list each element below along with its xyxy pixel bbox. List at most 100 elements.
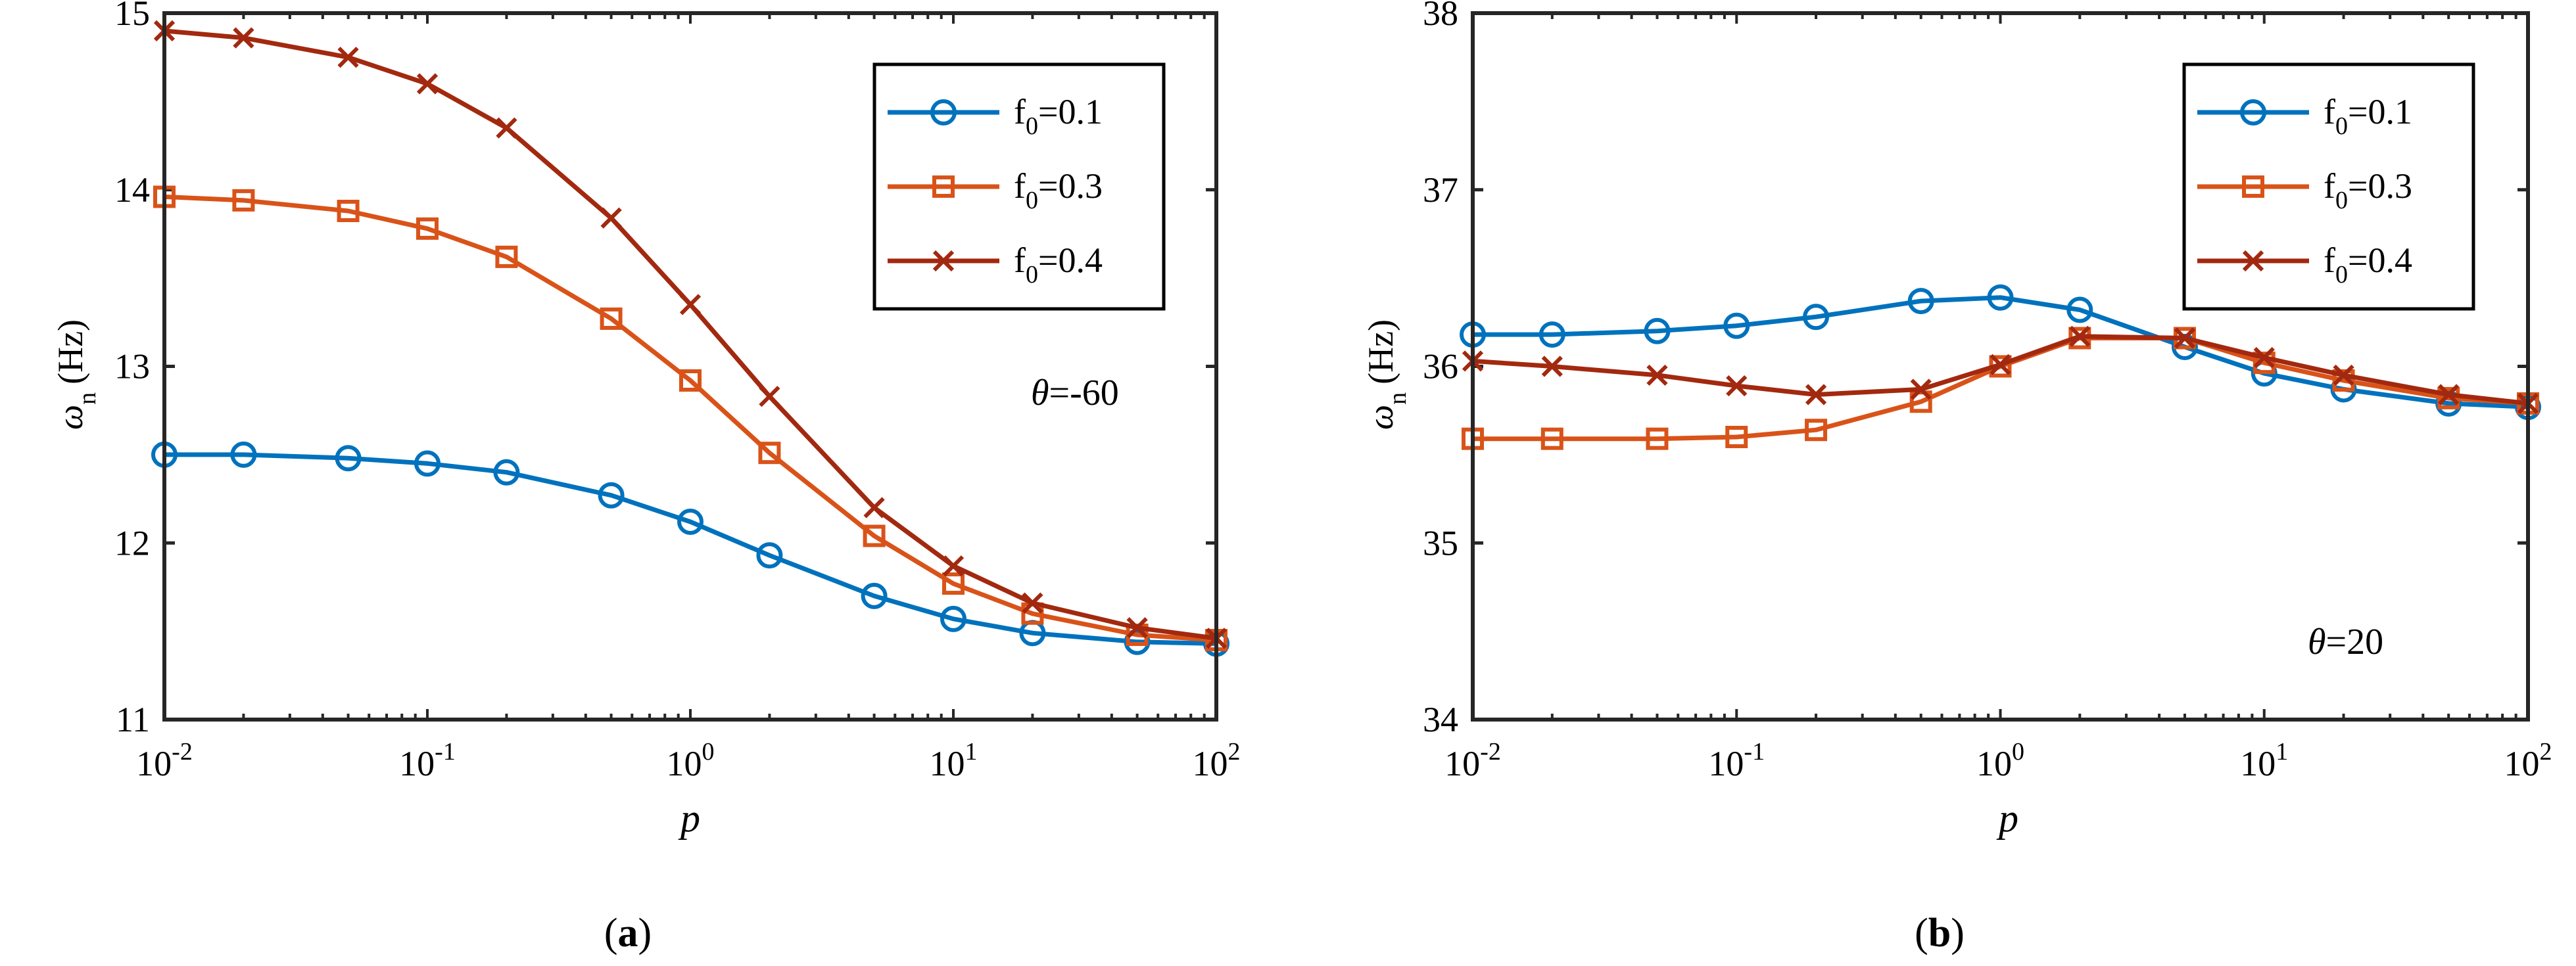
data-point-f0=0.4	[1990, 354, 2011, 375]
data-point-f0=0.4	[679, 294, 702, 315]
x-tick-label: 101	[2240, 738, 2288, 783]
data-point-f0=0.1	[1538, 321, 1565, 348]
data-point-f0=0.3	[1646, 427, 1669, 450]
x-tick-label: 10-1	[1708, 738, 1765, 783]
y-tick-label: 34	[1423, 700, 1458, 739]
plot-frame	[162, 11, 1218, 722]
x-axis-label: p	[1996, 796, 2018, 840]
x-tick-label: 102	[2504, 738, 2552, 783]
data-point-f0=0.4	[863, 497, 885, 518]
data-point-f0=0.4	[1910, 379, 1932, 400]
panel-caption-b: (b)	[1915, 911, 1965, 955]
data-point-f0=0.1	[756, 542, 783, 569]
data-point-f0=0.3	[2332, 369, 2355, 392]
y-tick-label: 14	[114, 170, 150, 210]
data-point-f0=0.4	[1726, 375, 1748, 397]
data-point-f0=0.1	[598, 482, 625, 509]
data-point-f0=0.1	[335, 445, 362, 472]
legend-marker-f0=0.3	[2242, 175, 2264, 198]
data-point-f0=0.3	[495, 245, 518, 268]
legend: f0=0.1 f0=0.3 f0=0.4	[872, 62, 1166, 311]
data-point-f0=0.1	[1644, 317, 1671, 344]
data-point-f0=0.3	[337, 200, 360, 222]
y-tick-label: 12	[114, 523, 150, 563]
legend-marker-f0=0.4	[932, 250, 955, 272]
legend-marker-f0=0.1	[930, 99, 957, 126]
legend-label-f0-0.4: f0=0.4	[2324, 241, 2412, 288]
data-point-f0=0.1	[230, 441, 257, 468]
y-tick-labels: 11 12 13 14 15	[114, 0, 150, 739]
panel-caption-a: (a)	[604, 911, 652, 955]
y-tick-label: 13	[114, 347, 150, 386]
series-layer	[1460, 284, 2541, 450]
data-point-f0=0.3	[416, 217, 439, 240]
legend-label-f0-0.1: f0=0.1	[1014, 92, 1103, 140]
x-tick-label: 100	[667, 738, 715, 783]
data-point-f0=0.1	[677, 509, 704, 535]
legend-label-f0-0.1: f0=0.1	[2324, 92, 2412, 140]
y-tick-label: 35	[1423, 523, 1458, 563]
legend-label-f0-0.3: f0=0.3	[1014, 166, 1103, 214]
x-tick-label: 10-1	[399, 738, 456, 783]
y-axis-label: ωn(Hz)	[51, 319, 101, 430]
data-point-f0=0.4	[2333, 364, 2354, 386]
data-point-f0=0.1	[1907, 288, 1934, 315]
data-point-f0=0.1	[493, 459, 520, 486]
legend-label-f0-0.4: f0=0.4	[1014, 241, 1103, 288]
data-point-f0=0.3	[2253, 352, 2276, 375]
data-point-f0=0.3	[600, 307, 623, 330]
x-tick-label: 101	[930, 738, 978, 783]
series-line-f0=0.1	[164, 452, 1217, 646]
legend: f0=0.1 f0=0.3 f0=0.4	[2182, 62, 2475, 311]
data-point-f0=0.3	[1909, 390, 1932, 413]
y-tick-label: 11	[116, 700, 150, 739]
y-axis-label: ωn(Hz)	[1361, 319, 1412, 430]
x-tick-label: 10-2	[1444, 738, 1501, 783]
data-point-f0=0.1	[940, 605, 966, 632]
data-point-f0=0.4	[233, 27, 254, 49]
legend-marks	[2197, 99, 2309, 272]
series-layer	[151, 20, 1229, 657]
legend-label-f0-0.3: f0=0.3	[2324, 166, 2412, 214]
legend-marker-f0=0.4	[2242, 250, 2264, 272]
y-tick-label: 37	[1423, 170, 1458, 210]
data-point-f0=0.4	[2253, 346, 2275, 369]
data-point-f0=0.4	[942, 555, 965, 577]
data-point-f0=0.1	[414, 450, 441, 477]
data-point-f0=0.4	[600, 207, 622, 229]
x-axis-label: p	[678, 796, 700, 840]
data-point-f0=0.1	[1987, 284, 2014, 311]
x-tick-label: 10-2	[136, 738, 193, 783]
data-point-f0=0.1	[2066, 296, 2093, 323]
panel-b: ωn(Hz) 34 35 36 37 38 10-2 10-1 100 101 …	[1361, 0, 2552, 955]
data-point-f0=0.3	[2437, 386, 2460, 409]
data-point-f0=0.1	[1723, 312, 1750, 339]
data-point-f0=0.4	[2069, 325, 2091, 347]
y-tick-label: 38	[1423, 0, 1458, 33]
data-point-f0=0.4	[2174, 327, 2196, 349]
data-point-f0=0.4	[1126, 617, 1148, 639]
legend-marks	[888, 99, 999, 272]
y-tick-labels: 34 35 36 37 38	[1423, 0, 1458, 739]
data-point-f0=0.3	[679, 369, 702, 392]
data-point-f0=0.3	[1805, 419, 1828, 442]
data-point-f0=0.3	[758, 442, 781, 465]
data-point-f0=0.4	[1541, 356, 1563, 377]
theta-annotation: θ=-60	[1031, 373, 1119, 413]
data-point-f0=0.3	[232, 189, 255, 212]
data-point-f0=0.4	[2438, 384, 2460, 405]
data-point-f0=0.4	[1805, 384, 1827, 405]
data-point-f0=0.4	[1022, 592, 1043, 614]
data-point-f0=0.3	[942, 572, 965, 595]
data-point-f0=0.3	[1725, 426, 1748, 448]
x-tick-label: 102	[1193, 738, 1241, 783]
data-point-f0=0.4	[496, 117, 517, 139]
legend-marker-f0=0.3	[932, 175, 955, 198]
series-line-f0=0.3	[164, 195, 1217, 643]
data-point-f0=0.3	[863, 524, 886, 547]
data-point-f0=0.1	[1803, 304, 1830, 331]
x-tick-labels: 10-2 10-1 100 101 102	[1444, 738, 2552, 783]
data-point-f0=0.3	[1540, 427, 1563, 450]
theta-annotation: θ=20	[2308, 622, 2383, 662]
